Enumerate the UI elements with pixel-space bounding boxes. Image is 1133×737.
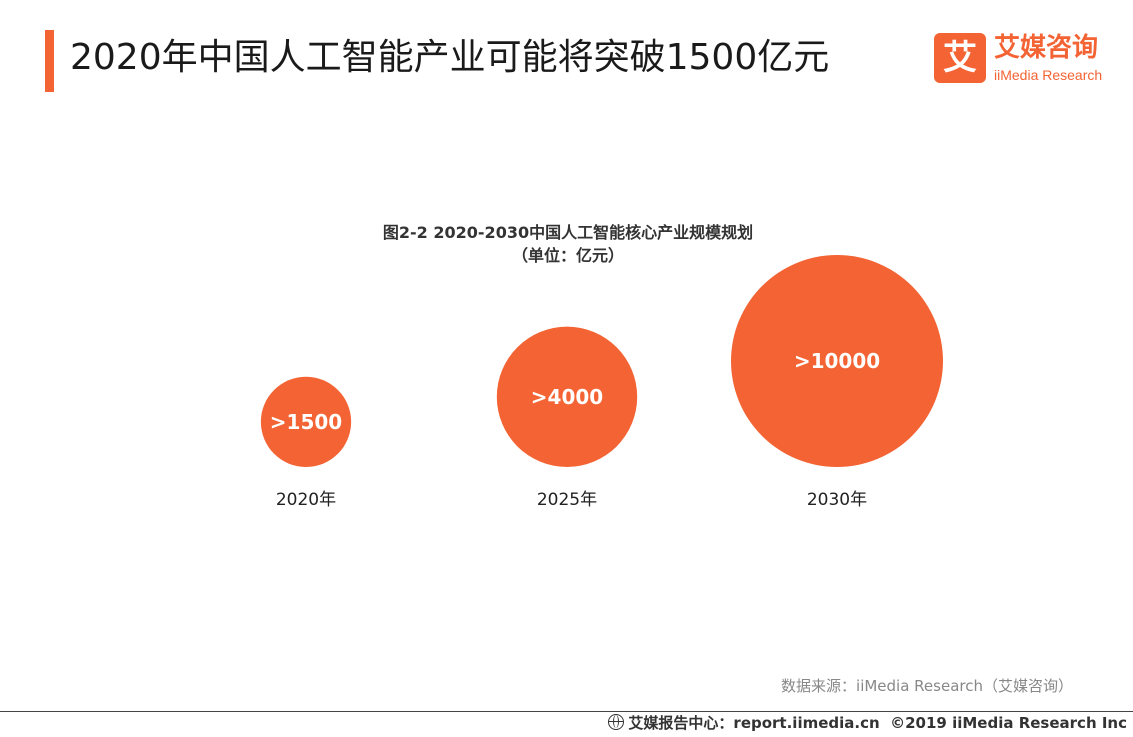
- data-source: 数据来源：iiMedia Research（艾媒咨询）: [781, 677, 1073, 695]
- footer-report-link[interactable]: 艾媒报告中心：report.iimedia.cn: [628, 714, 880, 732]
- category-label: 2025年: [537, 490, 597, 510]
- logo-name-en: iiMedia Research: [994, 67, 1103, 83]
- title-accent-bar: [45, 30, 54, 92]
- brand-logo: 艾 艾媒咨询 iiMedia Research: [934, 33, 1114, 87]
- chart-unit: （单位：亿元）: [511, 246, 624, 265]
- footer: 艾媒报告中心：report.iimedia.cn ©2019 iiMedia R…: [608, 713, 1127, 733]
- bubble-1: [260, 376, 352, 467]
- bubble-3: [731, 255, 943, 467]
- logo-mark-text: 艾: [943, 38, 977, 78]
- category-label: 2020年: [276, 490, 336, 510]
- footer-divider: [0, 711, 1133, 712]
- bubble-2: [496, 326, 638, 468]
- bubble-value-label: >1500: [270, 410, 342, 434]
- logo-name-cn: 艾媒咨询: [994, 33, 1099, 63]
- bubble-value-label: >4000: [531, 385, 603, 409]
- logo-mark-icon: 艾: [934, 33, 986, 83]
- bubble-value-label: >10000: [794, 349, 880, 373]
- category-label: 2030年: [807, 490, 867, 510]
- chart-title: 图2-2 2020-2030中国人工智能核心产业规模规划: [382, 223, 754, 242]
- page-title: 2020年中国人工智能产业可能将突破1500亿元: [70, 37, 830, 78]
- footer-copyright: ©2019 iiMedia Research Inc: [890, 714, 1127, 732]
- globe-icon: [608, 714, 625, 730]
